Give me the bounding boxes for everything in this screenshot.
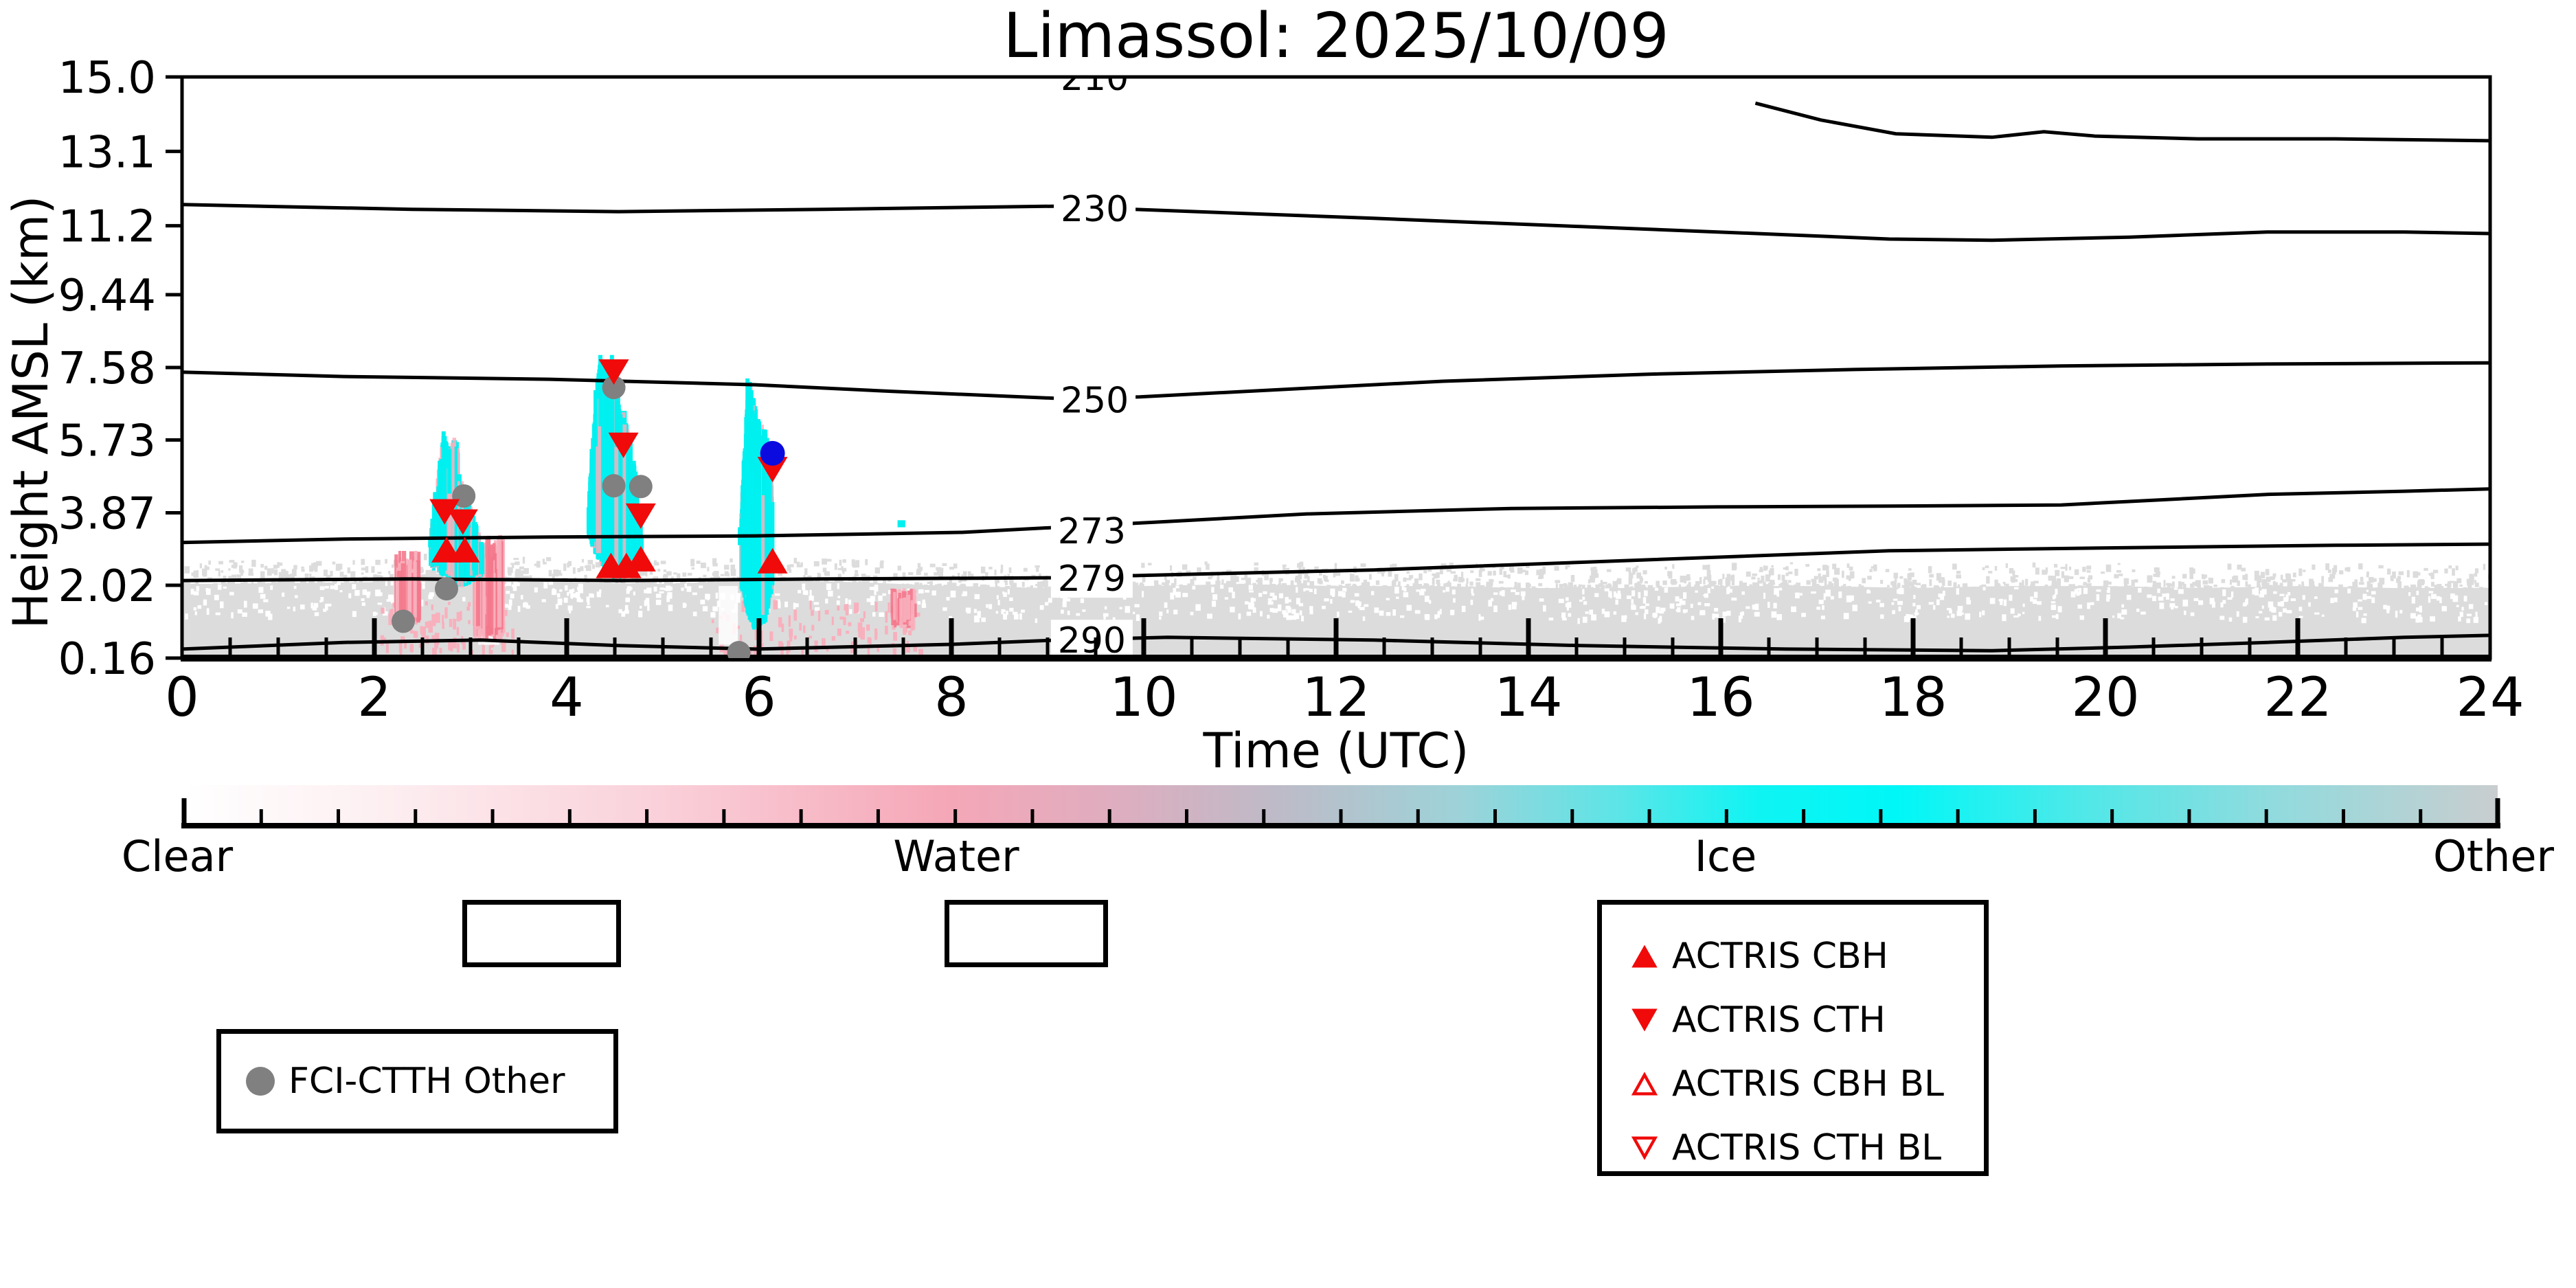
legend-fci-ctth: FCI-CTTH Other (216, 1029, 618, 1133)
isotherm-label-273: 273 (1058, 511, 1126, 552)
x-tick-label: 18 (1879, 667, 1947, 729)
isotherm-contours: 210 230 250 273 279 290 (182, 58, 2490, 662)
y-tick-label: 13.1 (58, 127, 157, 178)
y-tick-label: 3.87 (58, 489, 157, 540)
legend-item-actris-cbh-bl: ACTRIS CBH BL (1629, 1052, 1977, 1116)
triangle-up-open-icon (1631, 1071, 1658, 1095)
x-tick-label: 14 (1494, 667, 1562, 729)
fci-ctth-other-point (727, 641, 751, 658)
isotherm-273 (182, 487, 2490, 545)
legend-item-label: FCI-CTTH Other (289, 1061, 565, 1102)
y-tick-label: 2.02 (58, 561, 157, 612)
fci-ctth-other-point (392, 609, 415, 633)
colorbar-label-other: Other (2432, 831, 2555, 881)
x-tick-label: 0 (165, 667, 199, 729)
y-tick-label: 15.0 (58, 53, 157, 104)
actris-cth-marker (757, 457, 788, 483)
chart-title: Limassol: 2025/10/09 (1003, 0, 1669, 72)
axes: 0 2 4 6 8 10 12 14 16 18 20 22 2415.013.111.29.447.5… (58, 53, 2524, 729)
x-axis-title: Time (UTC) (1203, 723, 1469, 779)
x-tick-label: 16 (1686, 667, 1754, 729)
actris-cth-marker (625, 503, 656, 529)
x-tick-label: 10 (1109, 667, 1177, 729)
x-tick-label: 12 (1302, 667, 1370, 729)
blue-point (760, 440, 785, 466)
fci-ctth-other-point (602, 474, 626, 498)
legend-item-label: ACTRIS CBH (1672, 935, 1888, 977)
x-tick-label: 24 (2456, 667, 2524, 729)
legend-item-actris-cth-bl: ACTRIS CTH BL (1629, 1116, 1977, 1179)
x-tick-label: 8 (934, 667, 969, 729)
isotherm-label-210: 210 (1061, 58, 1129, 99)
x-tick-label: 22 (2263, 667, 2331, 729)
fci-ctth-other-point (629, 475, 653, 499)
colorbar-label-ice: Ice (1694, 831, 1757, 881)
y-tick-label: 0.16 (58, 634, 157, 685)
actris-cth-marker (608, 432, 639, 458)
legend-actris: ACTRIS CBH ACTRIS CTH ACTRIS CBH BL ACTR… (1597, 900, 1989, 1176)
x-tick-label: 4 (550, 667, 584, 729)
colorbar-label-water: Water (893, 831, 1019, 881)
triangle-down-filled-icon (1631, 1008, 1658, 1031)
classification-colorbar (181, 785, 2500, 828)
y-tick-label: 7.58 (58, 343, 157, 394)
isotherm-210 (1754, 101, 2490, 143)
y-tick-label: 5.73 (58, 416, 157, 466)
fci-ctth-other-point (435, 577, 458, 601)
isotherm-290 (182, 633, 2490, 653)
legend-box-empty-2 (945, 900, 1108, 967)
legend-box-empty-1 (462, 900, 621, 967)
legend-item-label: ACTRIS CTH BL (1672, 1127, 1942, 1168)
fci-ctth-other-point (602, 376, 626, 400)
x-tick-label: 2 (357, 667, 392, 729)
legend-item-label: ACTRIS CTH (1672, 999, 1886, 1041)
actris-cth-marker (429, 499, 460, 525)
actris-cth-marker (447, 509, 478, 535)
triangle-up-filled-icon (1631, 945, 1658, 967)
gray-circle-icon (246, 1067, 275, 1096)
actris-cbh-marker (611, 552, 642, 578)
legend-item-actris-cth: ACTRIS CTH (1629, 988, 1977, 1052)
isotherm-label-230: 230 (1061, 189, 1129, 230)
isotherm-label-250: 250 (1061, 381, 1129, 422)
x-tick-label: 20 (2071, 667, 2139, 729)
isotherm-label-290: 290 (1058, 620, 1126, 662)
triangle-down-open-icon (1631, 1136, 1658, 1160)
actris-cth-marker (598, 359, 629, 385)
actris-cbh-marker (757, 547, 788, 574)
legend-item-actris-cbh: ACTRIS CBH (1629, 924, 1977, 988)
x-tick-label: 6 (742, 667, 776, 729)
y-tick-label: 9.44 (58, 271, 157, 321)
isotherm-230 (182, 203, 2490, 242)
colorbar-label-clear: Clear (121, 831, 234, 881)
legend-item-label: ACTRIS CBH BL (1672, 1063, 1944, 1105)
observation-markers (392, 359, 788, 658)
actris-cbh-marker (625, 545, 656, 572)
isotherm-279 (182, 542, 2490, 583)
y-tick-label: 11.2 (58, 202, 157, 253)
actris-cbh-marker (449, 536, 480, 563)
isotherm-250 (182, 361, 2490, 400)
isotherm-label-279: 279 (1058, 558, 1126, 600)
